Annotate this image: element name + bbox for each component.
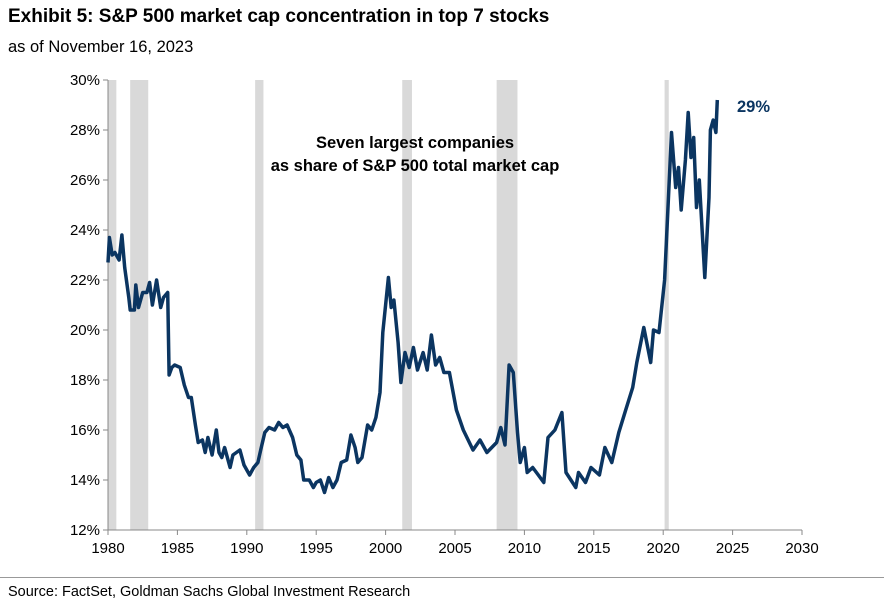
end-value-label: 29% [737,98,770,116]
x-tick-label: 2010 [508,540,541,557]
series-line [106,99,720,495]
chart-title: Exhibit 5: S&P 500 market cap concentrat… [8,6,550,27]
y-tick-label: 14% [70,472,100,489]
recession-band [402,80,412,530]
recession-band [255,80,264,530]
y-tick-label: 24% [70,222,100,239]
x-tick-label: 1990 [230,540,263,557]
y-tick-label: 18% [70,372,100,389]
y-tick-label: 22% [70,272,100,289]
x-tick-label: 1980 [91,540,124,557]
y-tick-label: 26% [70,172,100,189]
x-tick-label: 2020 [647,540,680,557]
x-tick-label: 1985 [161,540,194,557]
chart-subtitle: as of November 16, 2023 [8,38,194,56]
recession-band [496,80,518,530]
x-tick-label: 2030 [785,540,818,557]
x-tick-label: 2005 [438,540,471,557]
y-tick-label: 30% [70,72,100,89]
x-tick-label: 2015 [577,540,610,557]
y-tick-label: 12% [70,522,100,539]
x-tick-label: 1995 [300,540,333,557]
y-tick-label: 16% [70,422,100,439]
y-tick-label: 28% [70,122,100,139]
annotation-line-2: as share of S&P 500 total market cap [271,157,560,175]
source-note: Source: FactSet, Goldman Sachs Global In… [8,584,411,600]
source-divider [0,577,884,578]
y-tick-label: 20% [70,322,100,339]
annotation-line-1: Seven largest companies [316,134,514,152]
recession-band [664,80,669,530]
x-tick-label: 2000 [369,540,402,557]
recession-band [108,80,117,530]
x-tick-label: 2025 [716,540,749,557]
